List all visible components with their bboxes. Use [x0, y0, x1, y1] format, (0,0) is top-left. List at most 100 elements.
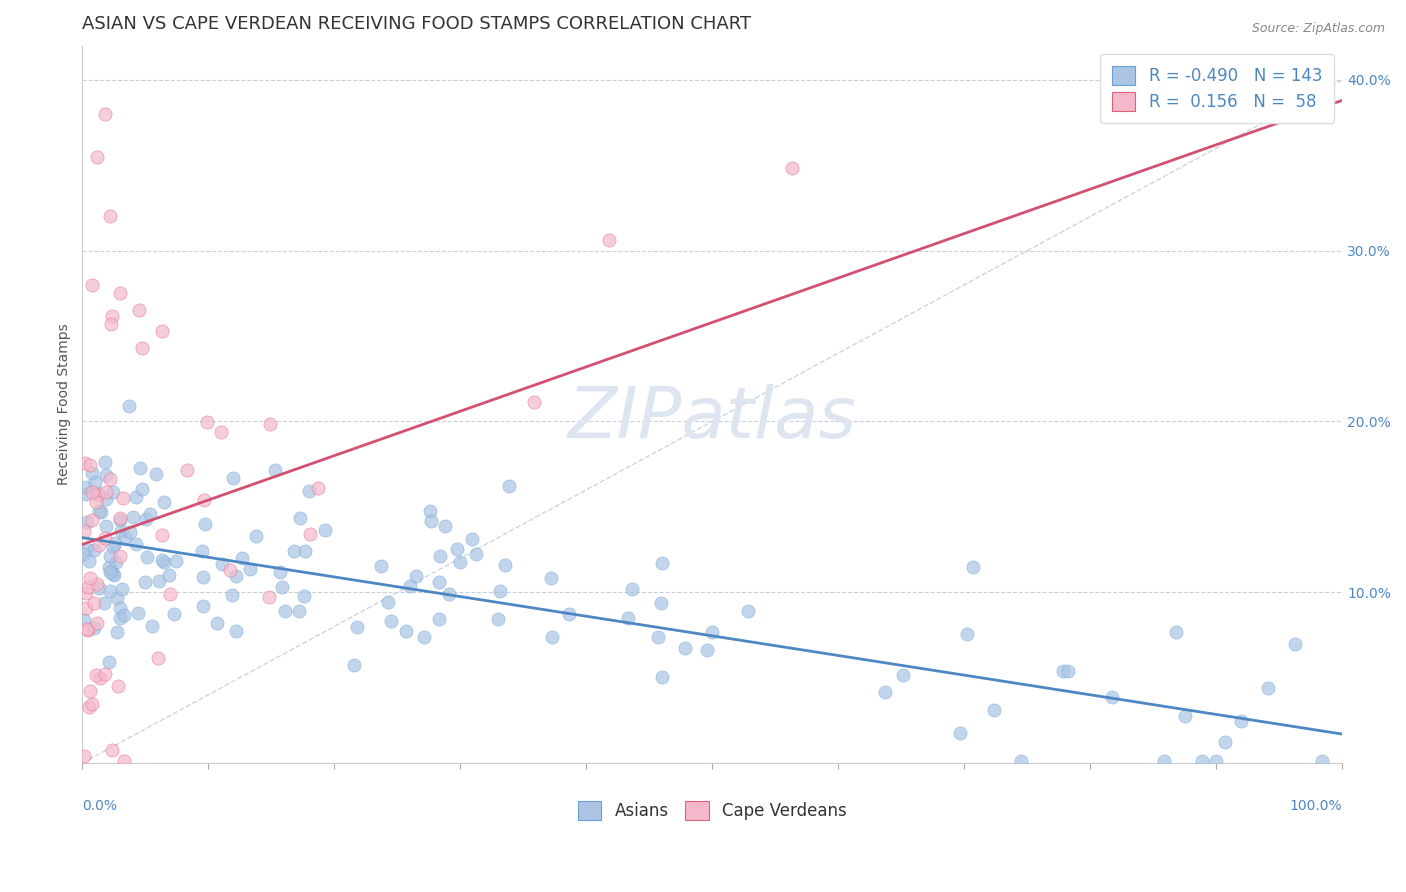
Point: [420, 514, 443, 528]
Point: [956, 627, 979, 641]
Point: [84, 668, 107, 682]
Point: [163, 607, 186, 621]
Point: [87, 538, 110, 552]
Point: [294, 544, 316, 558]
Point: [76, 622, 98, 636]
Point: [419, 504, 441, 518]
Point: [1153, 755, 1175, 769]
Point: [107, 680, 129, 694]
Point: [100, 317, 122, 331]
Point: [292, 589, 315, 603]
Point: [82, 697, 104, 711]
Point: [1230, 714, 1253, 729]
Point: [395, 624, 418, 638]
Point: [111, 582, 134, 596]
Point: [269, 565, 291, 579]
Point: [87, 488, 110, 502]
Point: [647, 630, 669, 644]
Point: [298, 483, 321, 498]
Point: [494, 558, 516, 572]
Point: [221, 588, 243, 602]
Point: [82, 484, 104, 499]
Point: [98, 472, 121, 486]
Point: [100, 549, 122, 563]
Point: [101, 566, 124, 581]
Point: [128, 303, 150, 318]
Point: [86, 576, 108, 591]
Point: [465, 547, 488, 561]
Point: [75, 586, 97, 600]
Point: [79, 571, 101, 585]
Y-axis label: Receiving Food Stamps: Receiving Food Stamps: [58, 324, 72, 485]
Point: [75, 600, 97, 615]
Point: [101, 743, 124, 757]
Point: [105, 624, 128, 639]
Point: [1205, 755, 1227, 769]
Point: [105, 591, 128, 605]
Point: [1101, 690, 1123, 704]
Point: [86, 150, 108, 164]
Point: [93, 531, 115, 545]
Point: [84, 475, 107, 489]
Point: [98, 583, 121, 598]
Point: [79, 684, 101, 698]
Point: [141, 619, 163, 633]
Point: [288, 511, 311, 525]
Point: [72, 748, 94, 763]
Text: Source: ZipAtlas.com: Source: ZipAtlas.com: [1251, 22, 1385, 36]
Point: [103, 568, 125, 582]
Point: [100, 564, 122, 578]
Point: [891, 668, 914, 682]
Point: [86, 615, 108, 630]
Point: [134, 574, 156, 589]
Point: [1052, 664, 1074, 678]
Point: [94, 667, 117, 681]
Point: [150, 552, 173, 566]
Point: [108, 513, 131, 527]
Point: [399, 579, 422, 593]
Point: [165, 554, 187, 568]
Point: [651, 556, 673, 570]
Point: [135, 512, 157, 526]
Point: [437, 587, 460, 601]
Point: [700, 624, 723, 639]
Point: [72, 613, 94, 627]
Point: [370, 559, 392, 574]
Point: [153, 555, 176, 569]
Point: [150, 528, 173, 542]
Point: [948, 726, 970, 740]
Point: [108, 601, 131, 615]
Point: [94, 468, 117, 483]
Point: [77, 580, 100, 594]
Point: [540, 571, 562, 585]
Point: [211, 557, 233, 571]
Point: [239, 562, 262, 576]
Point: [101, 309, 124, 323]
Point: [98, 565, 121, 579]
Point: [620, 582, 643, 597]
Point: [128, 461, 150, 475]
Point: [274, 604, 297, 618]
Point: [405, 569, 427, 583]
Point: [87, 503, 110, 517]
Point: [72, 547, 94, 561]
Point: [307, 481, 329, 495]
Point: [983, 703, 1005, 717]
Point: [962, 560, 984, 574]
Point: [108, 611, 131, 625]
Point: [1057, 665, 1080, 679]
Point: [195, 415, 218, 429]
Point: [77, 699, 100, 714]
Point: [103, 540, 125, 554]
Point: [76, 516, 98, 530]
Point: [127, 606, 149, 620]
Point: [104, 535, 127, 549]
Point: [219, 563, 242, 577]
Point: [79, 554, 101, 568]
Point: [1191, 755, 1213, 769]
Point: [96, 519, 118, 533]
Point: [82, 466, 104, 480]
Point: [118, 524, 141, 539]
Point: [222, 471, 245, 485]
Point: [209, 425, 232, 440]
